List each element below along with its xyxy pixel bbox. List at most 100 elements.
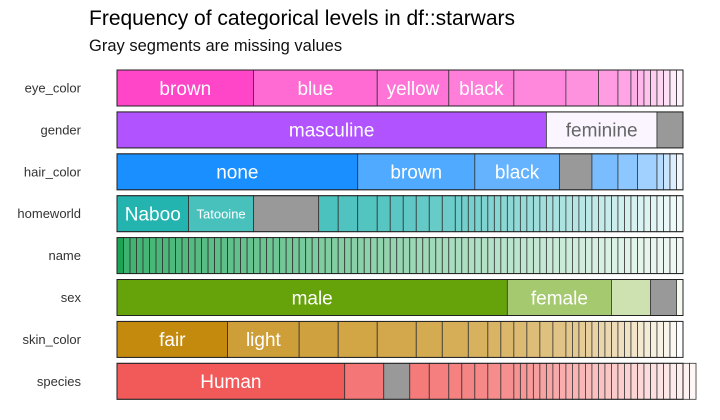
bar-segment <box>572 195 580 233</box>
bar-segment <box>656 69 664 107</box>
bar-segment <box>467 195 476 233</box>
bar-segment <box>500 362 515 400</box>
bar-segment <box>116 69 255 107</box>
bar-segment <box>487 237 495 275</box>
segment-label: masculine <box>289 121 375 142</box>
bar-segment <box>396 237 404 275</box>
bar-segment <box>650 237 658 275</box>
bar-segment <box>545 195 554 233</box>
bar-segment <box>181 237 189 275</box>
bar-segment <box>578 320 586 358</box>
bar-segment <box>513 195 521 233</box>
bar-segment <box>428 362 450 400</box>
bar-segment <box>116 153 359 191</box>
bar-segment <box>656 153 664 191</box>
bar-segment <box>617 195 625 233</box>
bar-segment <box>663 195 671 233</box>
bar-segment <box>409 362 430 400</box>
bar-segment <box>409 237 417 275</box>
bar-segment <box>500 195 508 233</box>
bar-segment <box>253 69 378 107</box>
bar-segment <box>506 195 515 233</box>
bar-segment <box>669 195 677 233</box>
bar-segment <box>136 237 144 275</box>
bar-segment <box>474 362 489 400</box>
bar-outline <box>116 279 684 316</box>
missing-segment <box>383 362 411 400</box>
bar-segment <box>116 362 346 400</box>
bar-segment <box>493 237 502 275</box>
bar-segment <box>506 279 612 316</box>
y-label: eye_color <box>25 81 82 96</box>
bar-segment <box>526 362 534 400</box>
bar-segment <box>676 195 684 233</box>
bar-outline <box>116 237 684 275</box>
bar-segment <box>598 320 606 358</box>
bar-segment <box>637 320 645 358</box>
bar-segment <box>617 237 625 275</box>
row-species: species Human <box>37 362 697 400</box>
bar-segment <box>617 69 632 107</box>
bar-segment <box>617 320 625 358</box>
bar-segment <box>214 237 222 275</box>
bar-segment <box>643 320 651 358</box>
bar-segment <box>376 195 391 233</box>
bar-segment <box>233 237 242 275</box>
segment-label: yellow <box>387 79 440 100</box>
bar-segment <box>630 69 638 107</box>
bar-segment <box>526 195 534 233</box>
bar-segment <box>591 362 599 400</box>
bar-segment <box>643 195 651 233</box>
bar-segment <box>552 237 560 275</box>
bar-segment <box>565 195 573 233</box>
bar-segment <box>500 320 515 358</box>
bar-segment <box>630 195 638 233</box>
bar-segment <box>604 320 612 358</box>
bar-segment <box>337 195 359 233</box>
bar-segment <box>324 237 333 275</box>
row-skin-color: skin_color fair light <box>22 320 684 358</box>
bar-outline <box>116 111 684 149</box>
bar-segment <box>669 69 677 107</box>
bar-segment <box>565 362 573 400</box>
bar-segment <box>519 195 528 233</box>
bar-segment <box>194 237 202 275</box>
bar-segment <box>357 237 365 275</box>
bar-segment <box>598 195 606 233</box>
bar-segment <box>630 237 638 275</box>
bar-segment <box>539 195 547 233</box>
bar-segment <box>331 237 339 275</box>
chart-subtitle: Gray segments are missing values <box>89 37 342 55</box>
bar-segment <box>376 320 417 358</box>
row-homeworld: homeworld Naboo Tatooine <box>17 195 684 233</box>
bar-segment <box>617 153 638 191</box>
bar-segment <box>292 237 300 275</box>
bar-segment <box>363 237 372 275</box>
bar-segment <box>669 153 677 191</box>
bar-segment <box>188 237 196 275</box>
segment-label: male <box>292 288 333 309</box>
bar-segment <box>650 195 658 233</box>
bar-segment <box>676 237 684 275</box>
bar-segment <box>656 362 664 400</box>
bar-segment <box>611 237 619 275</box>
bar-segment <box>591 237 599 275</box>
segment-label: black <box>459 79 504 100</box>
bar-segment <box>643 362 651 400</box>
bar-segment <box>259 237 268 275</box>
bar-segment <box>578 195 586 233</box>
bar-segment <box>350 237 359 275</box>
bar-segment <box>487 362 502 400</box>
bar-segment <box>669 237 677 275</box>
bar-segment <box>604 362 612 400</box>
bar-segment <box>298 237 307 275</box>
bar-segment <box>474 195 482 233</box>
bar-segment <box>637 153 658 191</box>
bar-segment <box>487 320 502 358</box>
bar-segment <box>285 237 294 275</box>
bar-segment <box>246 237 255 275</box>
bar-segment <box>663 153 671 191</box>
bar-segment <box>513 237 521 275</box>
